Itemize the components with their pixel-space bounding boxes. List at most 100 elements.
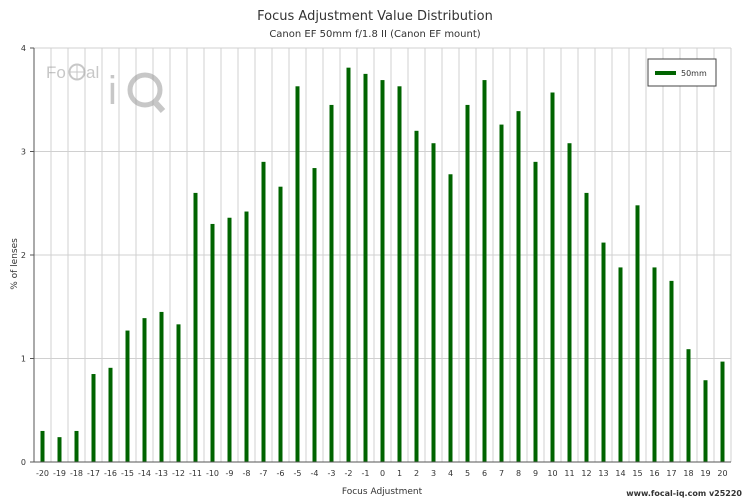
x-tick-label: -17 [87,469,100,478]
bar [703,380,708,462]
bar [159,311,164,462]
x-tick-label: 20 [717,469,727,478]
bar [91,374,96,462]
bar [720,361,725,462]
bar [482,80,487,463]
bar [533,161,538,462]
x-tick-label: -1 [362,469,370,478]
x-tick-label: 13 [598,469,608,478]
bar [652,267,657,462]
x-tick-label: -15 [121,469,134,478]
x-tick-label: -18 [70,469,83,478]
x-tick-label: -11 [189,469,202,478]
x-axis-label: Focus Adjustment [342,487,423,497]
x-tick-label: 4 [448,469,453,478]
x-tick-label: 14 [615,469,625,478]
y-axis-label: % of lenses [10,238,20,290]
bar [516,111,521,462]
x-tick-label: 15 [632,469,642,478]
bar [499,124,504,462]
x-tick-label: 6 [482,469,487,478]
svg-text:Fo: Fo [46,63,66,82]
y-tick-label: 3 [21,148,26,157]
x-tick-label: 17 [666,469,676,478]
bar [465,104,470,463]
bar [278,186,283,462]
x-tick-label: 11 [564,469,574,478]
bar [261,161,266,462]
bar [686,349,691,462]
y-tick-label: 0 [21,458,26,467]
svg-text:al: al [86,63,99,82]
bar [312,168,317,462]
x-tick-label: 16 [649,469,659,478]
x-tick-label: 2 [414,469,419,478]
bar [210,223,215,462]
bar [193,192,198,462]
grid [33,47,732,463]
x-tick-label: -12 [172,469,185,478]
bar [244,211,249,462]
bar [74,430,79,462]
x-tick-label: 10 [547,469,557,478]
x-tick-label: -14 [138,469,151,478]
bar [618,267,623,462]
bar [584,192,589,462]
legend-label: 50mm [681,69,707,78]
x-tick-label: 8 [516,469,521,478]
bar [414,130,419,463]
bar [635,205,640,462]
x-tick-label: -9 [226,469,234,478]
y-tick-label: 1 [21,355,26,364]
bar [380,80,385,463]
chart-subtitle: Canon EF 50mm f/1.8 II (Canon EF mount) [269,29,480,40]
x-tick-label: 18 [683,469,693,478]
bar [601,242,606,462]
bar [176,324,181,462]
y-tick-label: 2 [21,251,26,260]
x-tick-label: 7 [499,469,504,478]
bar [108,367,113,462]
x-tick-label: -10 [206,469,219,478]
bar [448,174,453,462]
bar [40,430,45,462]
legend: 50mm [647,58,717,87]
x-tick-label: 0 [380,469,385,478]
bar [295,86,300,463]
bar [346,67,351,462]
x-tick-label: 12 [581,469,591,478]
chart-title: Focus Adjustment Value Distribution [257,9,493,24]
bar [57,437,62,462]
x-tick-label: -19 [53,469,66,478]
bar [142,318,147,462]
y-tick-label: 4 [21,44,26,53]
bars [40,67,725,463]
x-tick-label: -20 [36,469,49,478]
bar [363,73,368,462]
bar [329,104,334,463]
bar [397,86,402,463]
x-tick-label: -7 [260,469,268,478]
footer-text: www.focal-iq.com v25220 [626,489,742,498]
x-tick-label: 3 [431,469,436,478]
x-tick-label: -4 [311,469,319,478]
x-tick-label: -8 [243,469,251,478]
x-tick-label: -5 [294,469,302,478]
svg-text:i: i [108,69,117,113]
x-tick-label: -6 [277,469,285,478]
x-tick-label: -13 [155,469,168,478]
bar [227,217,232,462]
x-tick-label: 5 [465,469,470,478]
x-tick-label: 9 [533,469,538,478]
x-tick-label: 19 [700,469,710,478]
x-tick-label: -3 [328,469,336,478]
x-tick-label: -16 [104,469,117,478]
bar [550,92,555,462]
x-tick-label: 1 [397,469,402,478]
bar [125,330,130,462]
focal-iq-logo: Fo al i [46,63,166,114]
bar [567,143,572,462]
x-tick-label: -2 [345,469,353,478]
